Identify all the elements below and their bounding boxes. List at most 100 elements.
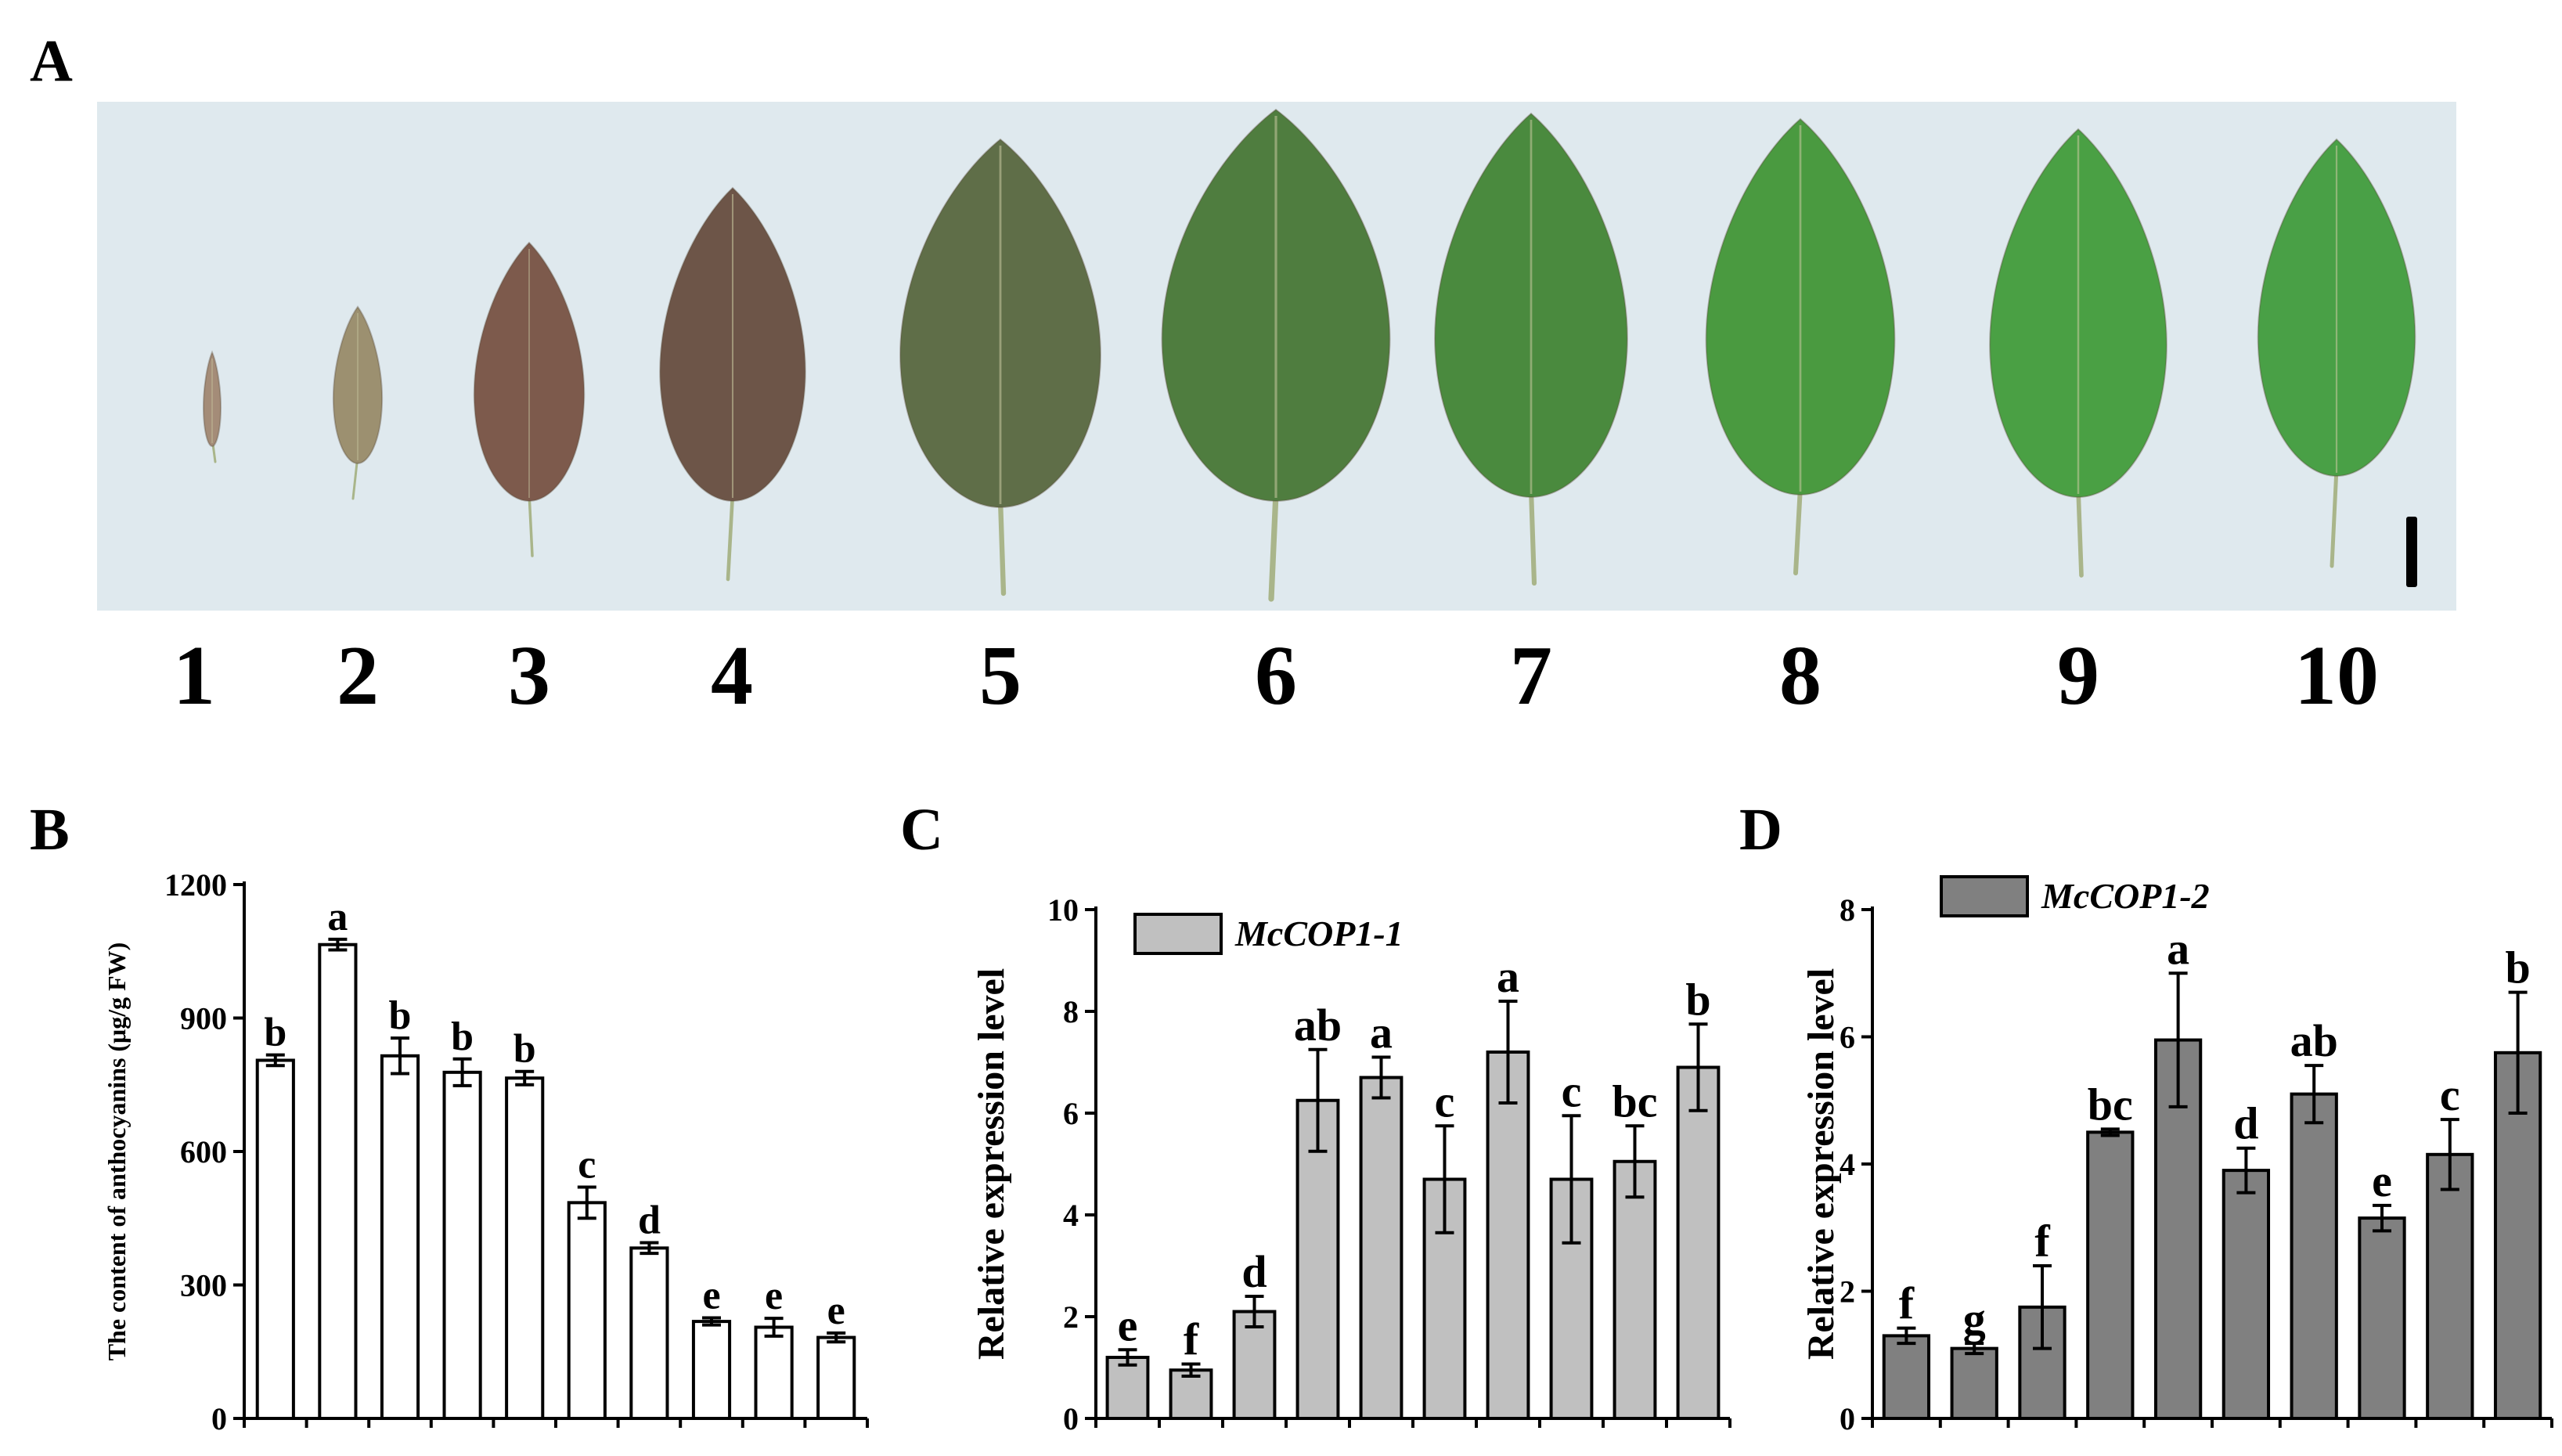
panel-label-d: D [1739,797,1782,863]
bar [442,1070,482,1420]
significance-letter: e [1118,1299,1138,1350]
significance-letter: g [1963,1293,1986,1344]
bar [1486,1051,1530,1420]
y-tick-label: 600 [180,1134,227,1169]
y-axis-label: Relative expression level [971,968,1012,1360]
leaf-photo-canvas [97,102,2456,611]
bar [629,1246,669,1420]
stage-label: 7 [1510,629,1552,723]
bar [1359,1076,1404,1420]
significance-letter: bc [2088,1079,2133,1130]
bar [255,1058,295,1420]
stage-label: 8 [1779,629,1822,723]
y-tick-label: 1200 [164,867,227,903]
leaf-petiole [2076,487,2084,578]
significance-letter: b [513,1027,536,1072]
y-tick-label: 0 [211,1401,227,1436]
bar [691,1320,732,1420]
bar [1232,1310,1277,1420]
legend-label: McCOP1-2 [2041,876,2210,916]
bar [1950,1346,1998,1420]
bar [2426,1152,2474,1420]
leaf-petiole [528,492,534,557]
bar [2221,1169,2271,1420]
bar [318,942,358,1421]
y-tick-label: 4 [1063,1198,1079,1233]
significance-letter: b [2505,942,2530,993]
bar [1422,1177,1467,1420]
significance-letter: f [1184,1314,1199,1364]
bar [1613,1159,1657,1420]
significance-letter: f [1899,1278,1915,1329]
y-tick-label: 0 [1840,1401,1855,1436]
stage-label: 5 [979,629,1022,723]
chart-b-anthocyanins: The content of anthocyanins (μg/g FW) 0 30… [103,867,869,1436]
significance-letter: e [2372,1155,2392,1206]
significance-letter: d [1241,1246,1267,1297]
bar [380,1054,420,1420]
significance-letter: e [827,1288,845,1333]
bar [1676,1065,1721,1420]
significance-letter: d [2233,1098,2258,1149]
significance-letter: c [2440,1069,2460,1120]
panel-label-b: B [30,797,70,863]
bar [754,1325,794,1420]
y-tick-label: 6 [1063,1096,1079,1131]
y-axis-label: Relative expression level [1800,968,1842,1360]
significance-letter: b [264,1011,286,1055]
leaf-petiole [1793,485,1803,575]
significance-letter: bc [1613,1076,1658,1126]
significance-letter: a [1370,1007,1393,1058]
bar [2358,1216,2406,1420]
leaf-petiole [2330,466,2339,568]
legend-label: McCOP1-1 [1234,914,1404,953]
legend-swatch [1133,913,1223,955]
significance-letter: a [327,895,348,939]
y-tick-label: 2 [1840,1274,1855,1310]
significance-letter: b [1685,974,1710,1025]
y-tick-label: 300 [180,1268,227,1303]
stage-label: 1 [173,629,215,723]
y-tick-label: 10 [1047,892,1079,928]
significance-letter: c [1435,1076,1455,1126]
bar [816,1335,856,1421]
significance-letter: f [2034,1216,2050,1267]
y-tick-label: 0 [1063,1401,1079,1436]
leaf-photo [97,102,2456,611]
significance-letter: d [638,1198,661,1243]
significance-letter: b [389,993,412,1038]
stage-label: 9 [2057,629,2099,723]
significance-letter: b [451,1015,474,1059]
bar [2290,1092,2338,1420]
stage-label: 4 [711,629,753,723]
leaf-petiole [1268,490,1279,602]
bar [505,1076,545,1420]
y-tick-label: 900 [180,1001,227,1036]
stage-label: 6 [1255,629,1297,723]
bar [567,1201,607,1420]
stage-label: 3 [508,629,550,723]
y-tick-label: 4 [1840,1147,1855,1182]
significance-letter: a [2167,923,2189,974]
significance-letter: e [765,1274,783,1318]
leaf-petiole [997,496,1007,596]
panel-label-c: C [900,797,943,863]
y-tick-label: 2 [1063,1299,1079,1335]
panel-label-a: A [30,28,73,94]
bar [1882,1334,1931,1420]
significance-letter: c [1562,1065,1582,1116]
y-tick-label: 8 [1840,892,1855,928]
scale-bar [2406,517,2417,587]
significance-letter: a [1497,951,1519,1002]
leaf-petiole [726,491,735,582]
stage-label: 10 [2294,629,2379,723]
stage-label: 2 [337,629,379,723]
leaves-group [202,108,2416,602]
y-axis-label: The content of anthocyanins (μg/g FW) [103,942,131,1361]
significance-letter: ab [1294,1000,1342,1051]
legend-swatch [1940,875,2029,917]
leaf-petiole [1528,486,1537,586]
significance-letter: e [702,1274,720,1318]
y-tick-label: 6 [1840,1020,1855,1055]
